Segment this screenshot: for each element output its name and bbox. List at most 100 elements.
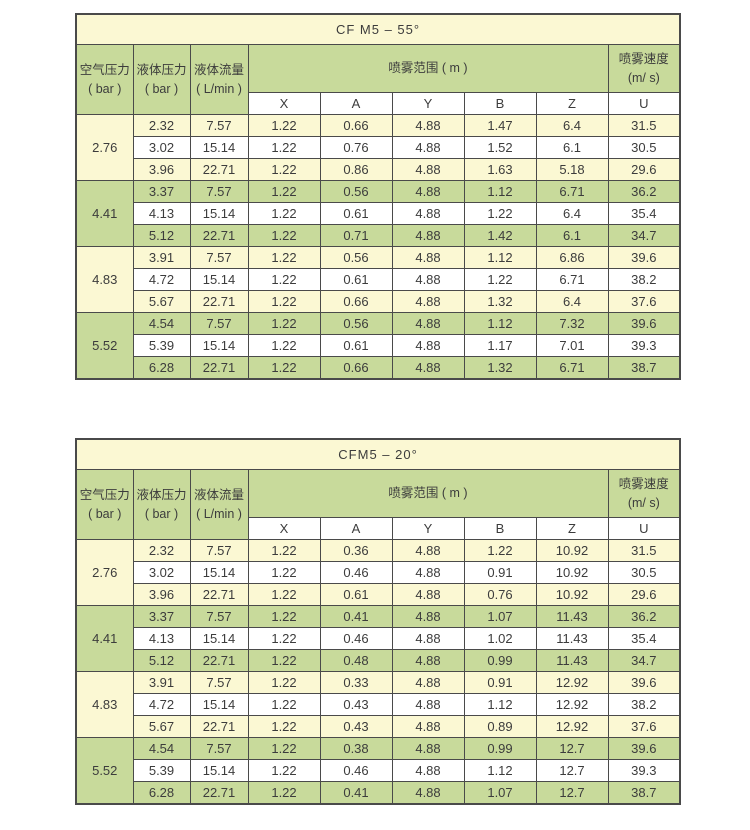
- data-cell: 3.91: [132, 671, 191, 694]
- data-cell: 4.13: [132, 202, 191, 225]
- data-cell: 4.88: [391, 671, 465, 694]
- table-title: CFM5 – 20°: [75, 438, 681, 470]
- data-cell: 4.88: [391, 781, 465, 804]
- data-cell: 1.07: [463, 605, 537, 628]
- data-cell: 0.66: [319, 356, 393, 379]
- data-row: 6.28 22.71 1.22 0.41 4.88 1.07 12.7 38.7: [76, 781, 681, 804]
- title-row: CFM5 – 20°: [75, 438, 681, 470]
- data-cell: 22.71: [189, 290, 249, 313]
- data-cell: 22.71: [189, 356, 249, 379]
- data-cell: 15.14: [189, 334, 249, 357]
- data-cell: 15.14: [189, 759, 249, 782]
- data-cell: 39.6: [607, 246, 681, 269]
- data-cell: 1.12: [463, 246, 537, 269]
- data-cell: 6.71: [535, 180, 609, 203]
- data-cell: 38.7: [607, 781, 681, 804]
- data-cell: 4.88: [391, 334, 465, 357]
- header-axis-u: U: [607, 92, 681, 115]
- data-cell: 6.71: [535, 268, 609, 291]
- data-cell: 36.2: [607, 605, 681, 628]
- data-cell: 5.18: [535, 158, 609, 181]
- data-cell: 0.99: [463, 649, 537, 672]
- data-cell: 1.22: [463, 268, 537, 291]
- data-cell: 0.41: [319, 605, 393, 628]
- data-cell: 1.63: [463, 158, 537, 181]
- data-cell: 0.89: [463, 715, 537, 738]
- air-pressure-cell: 4.83: [75, 246, 134, 313]
- data-cell: 31.5: [607, 539, 681, 562]
- data-row: 3.96 22.71 1.22 0.61 4.88 0.76 10.92 29.6: [76, 583, 681, 606]
- data-row: 4.72 15.14 1.22 0.61 4.88 1.22 6.71 38.2: [76, 268, 681, 291]
- data-row: 4.72 15.14 1.22 0.43 4.88 1.12 12.92 38.2: [76, 693, 681, 716]
- data-cell: 12.92: [535, 671, 609, 694]
- data-cell: 0.41: [319, 781, 393, 804]
- data-row: 4.41 3.37 7.57 1.22 0.56 4.88 1.12 6.71 36.2: [75, 180, 681, 247]
- data-cell: 5.67: [132, 715, 191, 738]
- header-line: (m/ s): [627, 495, 660, 510]
- data-cell: 1.12: [463, 180, 537, 203]
- data-cell: 1.22: [247, 605, 321, 628]
- data-cell: 22.71: [189, 158, 249, 181]
- data-cell: 1.22: [247, 312, 321, 335]
- title-row: CF M5 – 55°: [75, 13, 681, 45]
- data-cell: 1.22: [463, 539, 537, 562]
- data-cell: 7.57: [189, 539, 249, 562]
- table-title: CF M5 – 55°: [75, 13, 681, 45]
- header-spray-speed: 喷雾速度 (m/ s): [607, 44, 681, 93]
- data-cell: 7.57: [189, 114, 249, 137]
- data-cell: 0.38: [319, 737, 393, 760]
- data-cell: 3.37: [132, 180, 191, 203]
- data-row: 5.39 15.14 1.22 0.46 4.88 1.12 12.7 39.3: [76, 759, 681, 782]
- data-row: 3.02 15.14 1.22 0.46 4.88 0.91 10.92 30.5: [76, 561, 681, 584]
- data-cell: 4.88: [391, 693, 465, 716]
- data-cell: 4.88: [391, 539, 465, 562]
- data-cell: 0.61: [319, 202, 393, 225]
- data-cell: 6.1: [535, 136, 609, 159]
- data-cell: 1.22: [247, 671, 321, 694]
- data-cell: 1.47: [463, 114, 537, 137]
- data-cell: 4.54: [132, 737, 191, 760]
- data-row: 2.76 2.32 7.57 1.22 0.36 4.88 1.22 10.92 31.5: [75, 539, 681, 606]
- data-cell: 22.71: [189, 715, 249, 738]
- header-line: ( L/min ): [196, 81, 242, 96]
- data-cell: 1.22: [247, 202, 321, 225]
- header-liquid-flow: 液体流量 ( L/min ): [189, 469, 249, 540]
- data-cell: 38.2: [607, 693, 681, 716]
- data-row: 4.41 3.37 7.57 1.22 0.41 4.88 1.07 11.43 36.2: [75, 605, 681, 672]
- data-cell: 0.43: [319, 715, 393, 738]
- data-cell: 0.61: [319, 268, 393, 291]
- header-spray-range: 喷雾范围 ( m ): [247, 469, 609, 518]
- table-body: 2.76 2.32 7.57 1.22 0.36 4.88 1.22 10.92 31.5 3.0…: [75, 539, 681, 804]
- data-cell: 11.43: [535, 627, 609, 650]
- data-cell: 30.5: [607, 136, 681, 159]
- header-liquid-pressure: 液体压力 ( bar ): [132, 44, 191, 115]
- data-cell: 4.72: [132, 268, 191, 291]
- data-cell: 7.32: [535, 312, 609, 335]
- header-line: ( bar ): [144, 506, 179, 521]
- data-row: 5.52 4.54 7.57 1.22 0.56 4.88 1.12 7.32 39.6: [75, 312, 681, 379]
- data-cell: 2.32: [132, 539, 191, 562]
- data-cell: 1.22: [463, 202, 537, 225]
- data-cell: 39.3: [607, 759, 681, 782]
- data-cell: 15.14: [189, 136, 249, 159]
- data-cell: 1.42: [463, 224, 537, 247]
- header-line: 空气压力: [79, 63, 130, 78]
- data-cell: 0.56: [319, 180, 393, 203]
- data-cell: 5.39: [132, 759, 191, 782]
- data-cell: 4.88: [391, 605, 465, 628]
- data-cell: 1.22: [247, 224, 321, 247]
- data-row: 4.13 15.14 1.22 0.46 4.88 1.02 11.43 35.4: [76, 627, 681, 650]
- data-cell: 0.66: [319, 290, 393, 313]
- data-cell: 11.43: [535, 605, 609, 628]
- data-row: 2.76 2.32 7.57 1.22 0.66 4.88 1.47 6.4 31.5: [75, 114, 681, 181]
- data-cell: 3.02: [132, 136, 191, 159]
- data-cell: 0.91: [463, 671, 537, 694]
- data-cell: 7.57: [189, 605, 249, 628]
- data-cell: 3.02: [132, 561, 191, 584]
- data-cell: 1.22: [247, 539, 321, 562]
- data-cell: 7.57: [189, 246, 249, 269]
- data-cell: 1.22: [247, 246, 321, 269]
- data-cell: 4.88: [391, 759, 465, 782]
- data-cell: 0.66: [319, 114, 393, 137]
